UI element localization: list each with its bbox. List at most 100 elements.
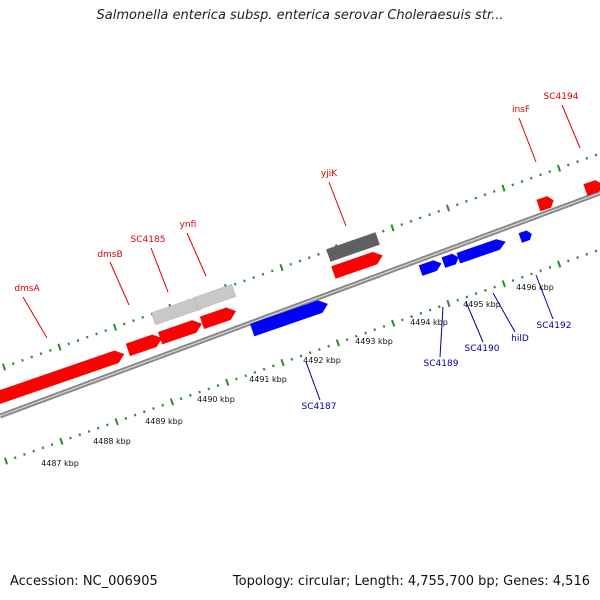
lower-tick-mark	[262, 367, 266, 371]
accession-text: Accession: NC_006905	[10, 574, 158, 589]
kbp-label: 4490 kbp	[197, 395, 235, 404]
lower-tick-mark	[50, 443, 54, 447]
lower-tick-mark	[78, 433, 82, 437]
upper-tick-mark	[30, 355, 34, 359]
kbp-label: 4487 kbp	[41, 459, 79, 468]
gene-label-sc4185: SC4185	[131, 235, 166, 245]
lower-tick-mark	[511, 279, 515, 283]
upper-tick-mark	[317, 252, 320, 256]
upper-tick-mark	[437, 209, 441, 213]
lower-tick-mark	[345, 338, 349, 342]
lower-tick-mark	[244, 374, 248, 378]
lower-tick-mark	[354, 334, 358, 338]
upper-tick-mark	[418, 216, 422, 220]
lower-tick-mark	[87, 429, 91, 433]
upper-tick-mark	[270, 269, 274, 273]
forward-gene-arrow	[330, 251, 384, 279]
upper-tick-mark	[381, 229, 385, 233]
gene-label-sc4189: SC4189	[424, 359, 459, 369]
gene-label-sc4190: SC4190	[465, 344, 500, 354]
upper-tick-mark	[400, 223, 404, 226]
lower-tick-mark	[520, 275, 524, 279]
leader-line	[328, 181, 347, 227]
lower-tick-mark	[585, 252, 589, 256]
upper-tick-mark	[307, 256, 311, 260]
lower-tick-mark	[253, 370, 257, 374]
lower-tick-mark	[3, 457, 9, 465]
upper-tick-mark	[483, 193, 487, 197]
forward-gene-arrow	[0, 350, 125, 405]
lower-tick-mark	[142, 410, 146, 414]
lower-tick-mark	[428, 308, 432, 312]
upper-tick-mark	[539, 173, 542, 177]
lower-tick-mark	[391, 319, 396, 327]
lower-tick-mark	[272, 364, 275, 368]
upper-tick-mark	[1, 363, 7, 371]
gene-layer	[0, 179, 600, 405]
upper-tick-mark	[474, 196, 478, 200]
lower-tick-mark	[567, 259, 570, 263]
lower-tick-mark	[207, 387, 211, 391]
lower-tick-mark	[530, 272, 533, 276]
upper-tick-mark	[585, 156, 589, 160]
lower-tick-mark	[124, 416, 128, 420]
lower-tick-mark	[198, 390, 201, 394]
lower-tick-mark	[501, 280, 506, 288]
lower-tick-mark	[96, 426, 100, 430]
leader-line	[109, 261, 130, 306]
leader-line	[439, 306, 444, 358]
lower-tick-mark	[410, 315, 413, 319]
leader-line	[150, 247, 169, 293]
forward-gene-arrow	[199, 307, 237, 330]
lower-tick-mark	[133, 413, 137, 417]
upper-tick-mark	[492, 190, 496, 193]
pseudogene-arrow	[325, 232, 381, 262]
leader-line	[186, 232, 207, 277]
lower-tick-mark	[179, 397, 183, 401]
lower-tick-mark	[290, 357, 294, 361]
map-title: Salmonella enterica subsp. enterica sero…	[96, 8, 504, 23]
upper-tick-mark	[576, 160, 579, 164]
kbp-label: 4496 kbp	[516, 283, 554, 292]
lower-tick-mark	[299, 354, 303, 358]
pseudogene-arrow	[193, 283, 237, 311]
upper-tick-mark	[594, 153, 598, 157]
lower-tick-mark	[32, 449, 35, 453]
upper-tick-mark	[529, 176, 533, 180]
forward-gene-arrow	[157, 319, 203, 345]
upper-tick-mark	[57, 343, 62, 351]
lower-tick-mark	[335, 339, 340, 347]
gene-label-dmsb: dmsB	[97, 250, 122, 260]
lower-tick-mark	[13, 456, 17, 460]
upper-tick-mark	[445, 204, 451, 212]
upper-tick-mark	[465, 199, 468, 203]
lower-tick-mark	[456, 298, 460, 302]
lower-tick-mark	[280, 358, 285, 367]
upper-tick-mark	[48, 349, 52, 352]
lower-tick-mark	[152, 407, 155, 410]
upper-tick-mark	[39, 352, 43, 356]
leader-line	[305, 361, 321, 401]
lower-tick-mark	[308, 351, 312, 355]
upper-tick-mark	[233, 282, 237, 286]
lower-tick-mark	[493, 285, 496, 289]
upper-tick-mark	[511, 183, 515, 187]
kbp-label: 4488 kbp	[93, 437, 131, 446]
upper-tick-mark	[104, 329, 108, 332]
kbp-label: 4491 kbp	[249, 375, 287, 384]
upper-tick-mark	[21, 358, 24, 362]
kbp-label: 4494 kbp	[410, 318, 448, 327]
upper-tick-mark	[95, 332, 98, 336]
reverse-gene-arrow	[518, 230, 533, 244]
lower-tick-mark	[401, 318, 404, 322]
kbp-label: 4493 kbp	[355, 337, 393, 346]
lower-tick-mark	[169, 398, 175, 406]
lower-tick-mark	[373, 328, 377, 332]
gene-label-ynfi: ynfI	[180, 220, 197, 230]
lower-tick-mark	[576, 256, 579, 260]
upper-tick-mark	[132, 319, 135, 323]
upper-tick-mark	[520, 180, 524, 183]
upper-tick-mark	[298, 259, 302, 263]
forward-gene-arrow	[536, 195, 554, 212]
lower-tick-mark	[557, 260, 562, 268]
